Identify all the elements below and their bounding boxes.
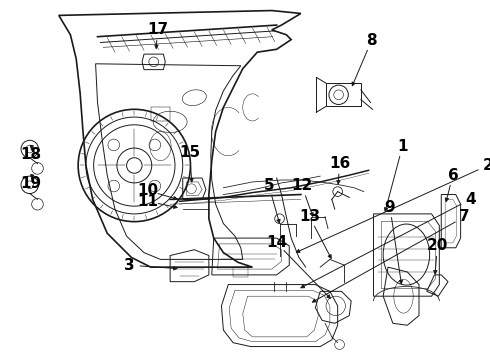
Text: 17: 17 [147,22,168,37]
Text: 1: 1 [397,139,408,154]
Text: 11: 11 [137,194,158,209]
Text: 19: 19 [20,176,41,192]
Text: 14: 14 [266,235,287,251]
Text: 4: 4 [465,192,476,207]
Text: 18: 18 [20,147,41,162]
Text: 7: 7 [459,209,470,224]
Bar [326,83,361,107]
Text: 15: 15 [179,145,200,161]
Bar [233,267,247,277]
Text: 2: 2 [482,158,490,173]
Text: 13: 13 [299,209,320,224]
Text: 5: 5 [264,178,274,193]
Text: 12: 12 [291,178,313,193]
Text: 3: 3 [124,258,135,273]
Text: 20: 20 [427,238,448,253]
Text: 16: 16 [329,156,350,171]
Bar [151,107,170,121]
Text: 6: 6 [447,168,458,183]
Text: 9: 9 [385,199,395,215]
Text: 10: 10 [137,183,158,198]
Text: 8: 8 [366,33,377,48]
